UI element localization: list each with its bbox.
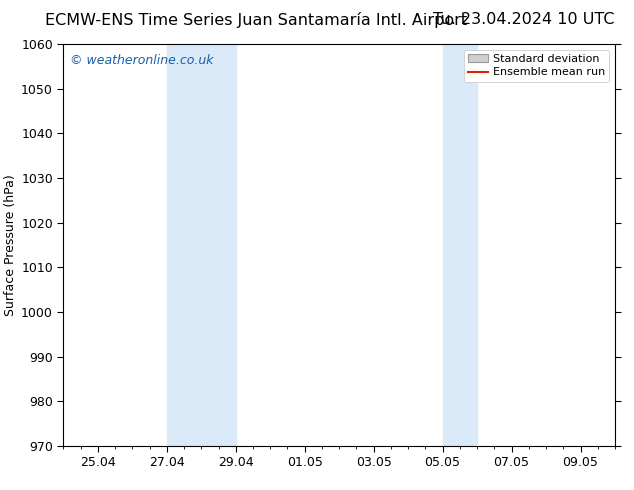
Bar — [443, 44, 477, 446]
Y-axis label: Surface Pressure (hPa): Surface Pressure (hPa) — [4, 174, 17, 316]
Bar — [167, 44, 236, 446]
Text: Tu. 23.04.2024 10 UTC: Tu. 23.04.2024 10 UTC — [434, 12, 615, 27]
Text: ECMW-ENS Time Series Juan Santamaría Intl. Airport: ECMW-ENS Time Series Juan Santamaría Int… — [46, 12, 467, 28]
Text: © weatheronline.co.uk: © weatheronline.co.uk — [70, 54, 214, 67]
Legend: Standard deviation, Ensemble mean run: Standard deviation, Ensemble mean run — [464, 49, 609, 82]
